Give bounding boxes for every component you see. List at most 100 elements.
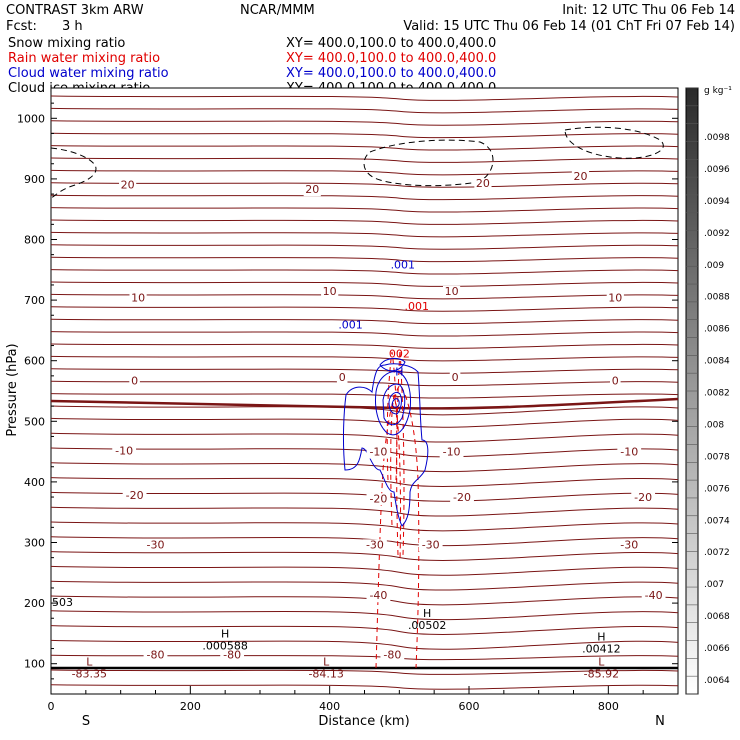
isotherm-line xyxy=(51,565,678,576)
temperature-label-bg xyxy=(129,375,140,388)
temperature-label-bg xyxy=(112,445,137,458)
cloud-ice-contour-east xyxy=(564,126,664,159)
extremum-marker: H xyxy=(221,628,229,641)
extremum-marker: L xyxy=(86,656,93,669)
temperature-label-bg xyxy=(303,184,321,197)
colorbar-label: .0068 xyxy=(704,612,730,622)
valid-time: Valid: 15 UTC Thu 06 Feb 14 (01 ChT Fri … xyxy=(403,19,735,34)
temperature-label-bg xyxy=(418,539,443,552)
x-axis-start-label: S xyxy=(82,714,90,729)
field-xy-rain: XY= 400.0,100.0 to 400.0,400.0 xyxy=(286,51,496,66)
field-name-rain: Rain water mixing ratio xyxy=(8,51,160,66)
temperature-label-bg xyxy=(474,178,492,191)
isotherm-line xyxy=(51,432,678,443)
extremum-marker: L xyxy=(598,656,605,669)
colorbar-label: .009 xyxy=(704,261,724,271)
isotherm-line xyxy=(51,95,678,101)
isotherm-line xyxy=(51,595,678,606)
isotherm-line xyxy=(51,182,678,188)
temperature-label-bg xyxy=(610,375,621,388)
isotherm-line xyxy=(51,157,678,163)
isotherm-line xyxy=(51,684,678,690)
isotherm-line xyxy=(51,145,678,151)
temperature-label: -20 xyxy=(634,491,652,504)
colorbar-label: .0066 xyxy=(704,644,730,654)
isotherm-line xyxy=(51,625,678,635)
field-contour-label: 002 xyxy=(389,347,410,360)
temperature-label-bg xyxy=(366,493,391,506)
temperature-label: -40 xyxy=(645,589,663,602)
y-tick-label: 300 xyxy=(24,537,45,550)
x-tick-label: 800 xyxy=(598,700,619,713)
temperature-label-bg xyxy=(439,446,464,459)
colorbar-ticks: .0098 .0096 .0094 .0092 .009 .0088 .0086 .0084.… xyxy=(686,87,730,695)
isotherm-line xyxy=(51,536,678,547)
cloud-water-contour-5 xyxy=(379,357,406,372)
x-axis-end-label: N xyxy=(655,714,665,729)
temperature-label: 10 xyxy=(445,285,459,298)
y-tick-label: 700 xyxy=(24,294,45,307)
field-xy-cloud-water: XY= 400.0,100.0 to 400.0,400.0 xyxy=(286,66,496,81)
colorbar-label: .007 xyxy=(704,580,724,590)
temperature-label: -30 xyxy=(422,538,440,551)
isotherm-line xyxy=(51,580,678,591)
isotherm-line xyxy=(51,281,678,287)
y-tick-label: 600 xyxy=(24,355,45,368)
colorbar-label: .0092 xyxy=(704,229,730,239)
organization: NCAR/MMM xyxy=(240,3,315,18)
extremum-value: -85.92 xyxy=(584,668,619,681)
isotherm-line xyxy=(51,669,678,675)
isotherm-line xyxy=(51,417,678,428)
temperature-label: 0 xyxy=(612,375,619,388)
plot-frame xyxy=(50,87,679,695)
cloud-water-contour-4 xyxy=(391,398,400,408)
temperature-label-bg xyxy=(363,539,387,552)
field-name-snow: Snow mixing ratio xyxy=(8,36,125,51)
extremum-marker: H xyxy=(423,607,431,620)
field-contour-label: .001 xyxy=(338,318,363,331)
isotherm-line xyxy=(51,256,678,263)
cloud-water-contours xyxy=(342,357,429,527)
x-tick-label: 200 xyxy=(180,700,201,713)
isotherm-line xyxy=(51,231,678,238)
temperature-label: 10 xyxy=(323,285,337,298)
isotherm-line xyxy=(51,293,678,300)
isotherm-line xyxy=(51,107,678,114)
isotherm-line xyxy=(51,491,678,502)
temperature-label-bg xyxy=(631,492,656,505)
isotherm-line xyxy=(51,380,678,387)
temperature-label: -10 xyxy=(369,446,387,459)
isotherm-line xyxy=(51,269,678,275)
extremum-value: .00502 xyxy=(408,619,447,632)
isotherm-line xyxy=(51,551,678,561)
temperature-label: -10 xyxy=(620,446,638,459)
forecast-hour: 3 h xyxy=(62,19,83,34)
x-axis: 0 200 400 600 800 xyxy=(48,686,679,713)
y-tick-label: 200 xyxy=(24,597,45,610)
isotherm-line xyxy=(51,194,678,201)
field-contour-label: .001 xyxy=(391,258,416,271)
colorbar-label: .0064 xyxy=(704,676,730,686)
extremum-value: .00412 xyxy=(582,643,621,656)
colorbar-label: .0086 xyxy=(704,325,730,335)
isotherm-line xyxy=(51,132,678,139)
temperature-label-bg xyxy=(366,446,391,459)
colorbar: .0098 .0096 .0094 .0092 .009 .0088 .0086 .0084.… xyxy=(685,86,732,695)
temperature-label-bg xyxy=(220,649,245,662)
forecast-label: Fcst: xyxy=(6,19,37,34)
temperature-label: -30 xyxy=(366,538,384,551)
field-name-cloud-water: Cloud water mixing ratio xyxy=(8,66,169,81)
colorbar-label: .0088 xyxy=(704,293,730,303)
colorbar-label: .008 xyxy=(704,420,724,430)
colorbar-label: .0076 xyxy=(704,484,730,494)
temperature-label-bg xyxy=(442,286,461,299)
y-tick-label: 100 xyxy=(24,658,45,671)
isotherm-line xyxy=(51,368,678,374)
temperature-label: -20 xyxy=(126,489,144,502)
isotherm-line xyxy=(51,219,678,225)
extremum-marker: H xyxy=(597,631,605,644)
x-axis-label: Distance (km) xyxy=(318,714,409,729)
extremum-marker: L xyxy=(323,656,330,669)
extremum-value: -83.35 xyxy=(72,668,107,681)
field-contour-label: 503 xyxy=(52,596,73,609)
